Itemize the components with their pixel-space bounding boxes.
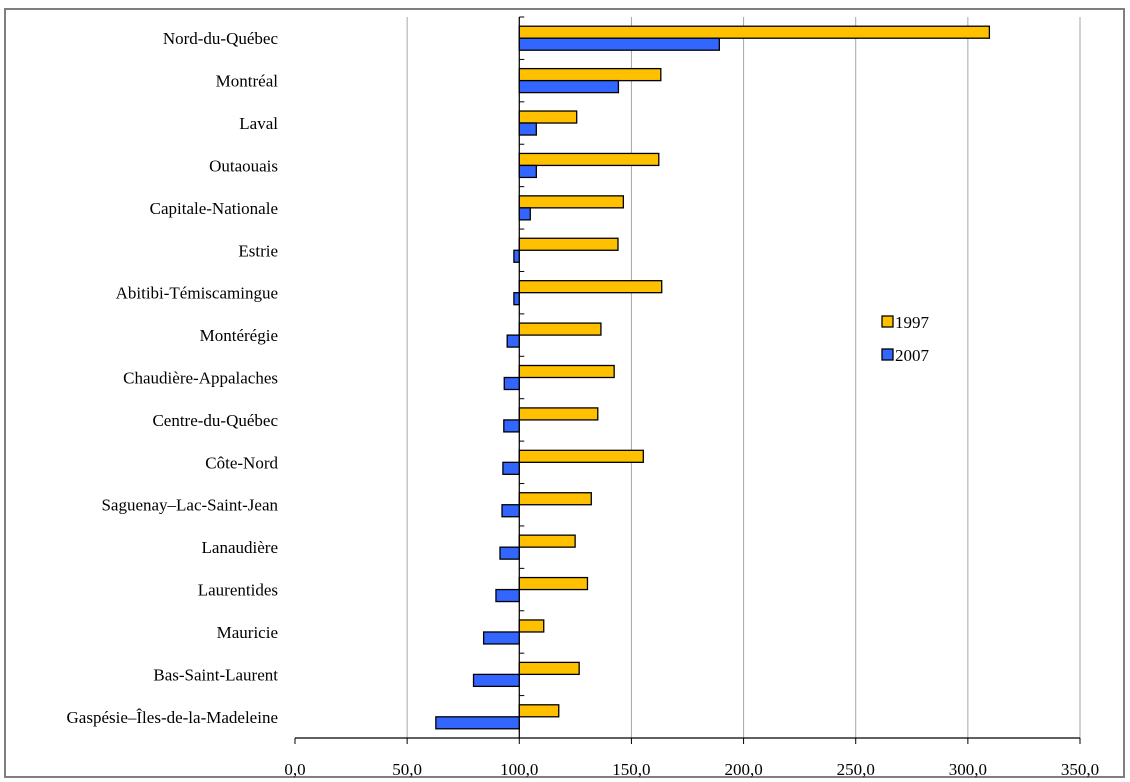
- legend-swatch-2007: [881, 348, 894, 361]
- bar-2007-7: [506, 334, 520, 348]
- category-label: Capitale-Nationale: [150, 199, 278, 218]
- category-label: Estrie: [238, 241, 278, 260]
- category-label: Montérégie: [200, 326, 278, 345]
- legend-label-1997: 1997: [895, 313, 930, 332]
- category-label: Bas-Saint-Laurent: [153, 665, 278, 684]
- bar-1997-5: [518, 237, 619, 251]
- category-label: Abitibi-Témiscamingue: [116, 284, 278, 303]
- category-label: Saguenay–Lac-Saint-Jean: [101, 496, 278, 515]
- bar-2007-10: [502, 461, 520, 475]
- chart-frame: [4, 8, 1125, 778]
- bar-2007-1: [518, 79, 620, 94]
- bar-1997-4: [518, 195, 625, 209]
- bar-2007-12: [499, 546, 520, 560]
- bar-1997-12: [518, 534, 576, 548]
- bar-2007-11: [501, 504, 520, 518]
- bar-2007-4: [518, 207, 531, 221]
- category-label: Montréal: [216, 72, 279, 91]
- category-label: Lanaudière: [202, 538, 278, 557]
- axes: [294, 16, 1081, 744]
- x-tick-label: 150,0: [612, 760, 650, 779]
- bar-2007-0: [518, 37, 720, 51]
- bar-2007-14: [482, 631, 520, 645]
- x-tick-label: 250,0: [837, 760, 875, 779]
- x-tick-label: 50,0: [392, 760, 422, 779]
- category-label: Laurentides: [198, 581, 278, 600]
- category-label: Gaspésie–Îles-de-la-Madeleine: [67, 708, 278, 727]
- bar-1997-1: [518, 67, 662, 82]
- bar-1997-8: [518, 364, 615, 379]
- bar-1997-6: [518, 280, 663, 294]
- category-label: Outaouais: [209, 156, 278, 175]
- bar-2007-15: [472, 673, 520, 688]
- bar-2007-3: [518, 164, 537, 179]
- bar-1997-14: [518, 619, 545, 633]
- x-tick-labels: 0,0 50,0 100,0 150,0 200,0 250,0 300,0 350,0: [284, 760, 1099, 779]
- bar-2007-8: [503, 376, 520, 391]
- x-tick-label: 0,0: [284, 760, 305, 779]
- category-label: Centre-du-Québec: [152, 411, 278, 430]
- x-tick-label: 300,0: [949, 760, 987, 779]
- bar-1997-3: [518, 152, 660, 167]
- bar-1997-13: [518, 576, 589, 591]
- bar-2007-2: [518, 122, 537, 136]
- bars: [435, 25, 991, 730]
- x-tick-label: 350,0: [1061, 760, 1099, 779]
- bar-1997-10: [518, 449, 644, 463]
- x-tick-label: 200,0: [724, 760, 762, 779]
- bar-1997-9: [518, 407, 599, 421]
- bar-2007-6: [513, 292, 520, 306]
- bar-1997-16: [518, 704, 560, 718]
- bar-2007-5: [513, 249, 520, 263]
- bar-2007-9: [503, 419, 520, 433]
- bar-2007-16: [435, 716, 520, 730]
- bar-1997-11: [518, 492, 592, 506]
- category-label: Nord-du-Québec: [163, 29, 279, 48]
- category-label: Laval: [239, 114, 278, 133]
- legend-label-2007: 2007: [895, 346, 930, 365]
- bar-1997-0: [518, 25, 991, 39]
- category-label: Côte-Nord: [205, 453, 278, 472]
- category-label: Chaudière-Appalaches: [123, 369, 278, 388]
- x-tick-label: 100,0: [500, 760, 538, 779]
- category-labels: Nord-du-Québec Montréal Laval Outaouais Capi…: [67, 29, 279, 727]
- bar-1997-7: [518, 322, 602, 336]
- bar-1997-15: [518, 661, 580, 676]
- bar-1997-2: [518, 110, 578, 124]
- legend: 1997 2007: [881, 313, 930, 365]
- legend-swatch-1997: [881, 315, 894, 328]
- bar-2007-13: [495, 588, 520, 603]
- category-label: Mauricie: [217, 623, 278, 642]
